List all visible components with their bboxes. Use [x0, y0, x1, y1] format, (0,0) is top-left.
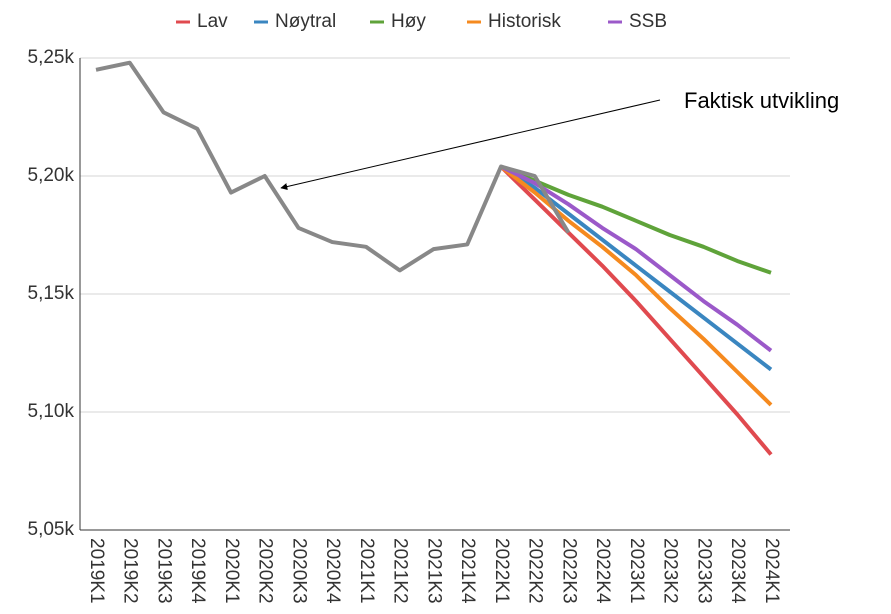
x-tick-label: 2022K2 — [525, 538, 546, 604]
series-line — [500, 164, 772, 275]
x-tick-label: 2019K4 — [187, 538, 208, 604]
y-tick-label: 5,20k — [28, 165, 75, 186]
y-tick-label: 5,05k — [28, 519, 75, 540]
annotation: Faktisk utvikling — [684, 88, 839, 113]
x-tick-label: 2021K3 — [423, 538, 444, 604]
x-tick-label: 2022K1 — [491, 538, 512, 604]
series-line — [500, 164, 773, 353]
y-tick-label: 5,10k — [28, 401, 75, 422]
x-tick-label: 2022K4 — [592, 538, 613, 604]
x-tick-label: 2020K4 — [322, 538, 343, 604]
x-tick-label: 2019K2 — [120, 538, 141, 604]
x-tick-label: 2023K2 — [660, 538, 681, 604]
x-tick-label: 2023K1 — [626, 538, 647, 604]
legend-label: SSB — [629, 11, 667, 32]
series-line — [499, 165, 773, 456]
x-tick-label: 2022K3 — [558, 538, 579, 604]
legend-label: Historisk — [488, 11, 561, 32]
x-tick-label: 2019K1 — [86, 538, 107, 604]
x-tick-label: 2021K2 — [390, 538, 411, 604]
x-tick-label: 2023K4 — [727, 538, 748, 604]
x-tick-label: 2019K3 — [153, 538, 174, 604]
x-tick-label: 2020K2 — [255, 538, 276, 604]
legend-label: Nøytral — [275, 11, 336, 32]
x-tick-label: 2020K3 — [288, 538, 309, 604]
y-tick-label: 5,15k — [28, 283, 75, 304]
x-tick-label: 2024K1 — [761, 538, 782, 604]
series-line — [499, 164, 773, 407]
series-line — [95, 60, 571, 273]
y-tick-label: 5,25k — [28, 47, 75, 68]
legend-label: Lav — [197, 11, 228, 32]
x-tick-label: 2020K1 — [221, 538, 242, 604]
x-tick-label: 2023K3 — [693, 538, 714, 604]
x-tick-label: 2021K4 — [457, 538, 478, 604]
annotation-arrow — [280, 99, 661, 190]
x-tick-label: 2021K1 — [356, 538, 377, 604]
legend-label: Høy — [391, 11, 426, 32]
